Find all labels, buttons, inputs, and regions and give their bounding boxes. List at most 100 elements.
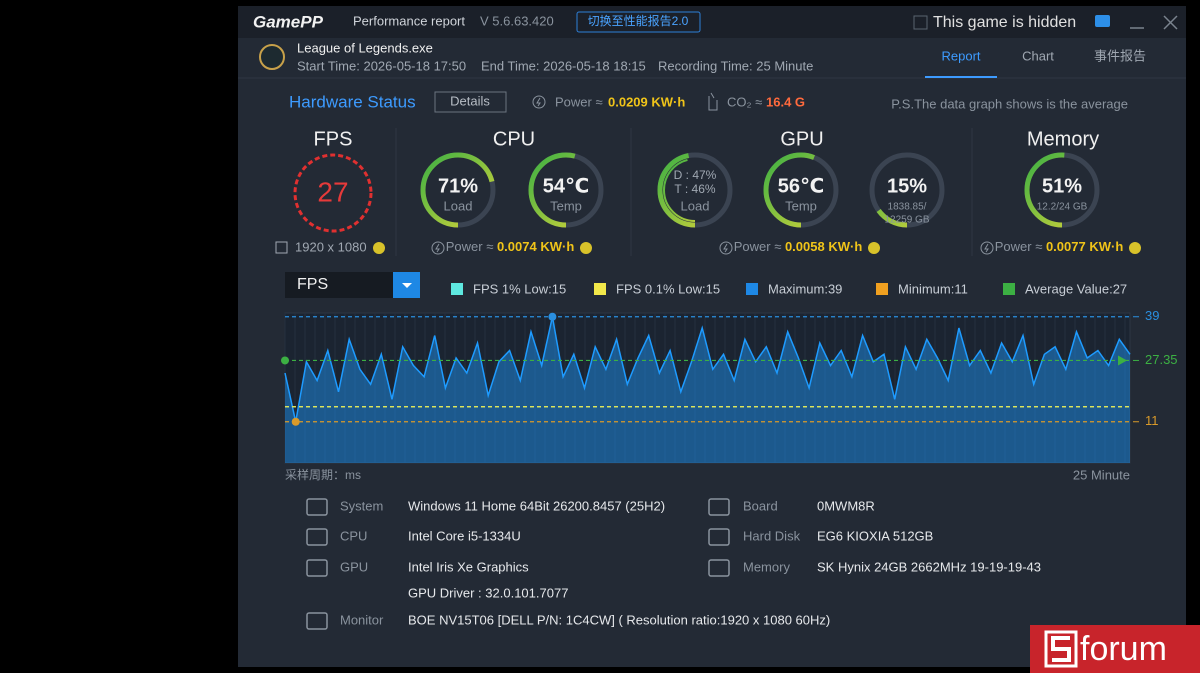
power-icon <box>984 243 989 253</box>
gauge-arc <box>420 152 496 228</box>
fps-area <box>285 316 1130 463</box>
gauge-label: Load <box>444 198 473 213</box>
legend-label: FPS 1% Low:15 <box>473 281 566 296</box>
select-value: FPS <box>297 276 328 293</box>
gauge-arc <box>763 152 839 228</box>
info-value: Intel Core i5-1334U <box>408 528 521 543</box>
gauge-sub: 12259 GB <box>884 215 929 226</box>
min-marker <box>291 417 300 426</box>
legend-label: FPS 0.1% Low:15 <box>616 281 720 296</box>
co2-value: 16.4 G <box>766 94 805 109</box>
help-icon <box>1129 242 1141 254</box>
power: Power ≈ 0.0058 KW·h <box>734 239 863 254</box>
max-marker <box>548 312 557 321</box>
legend-swatch <box>451 283 463 295</box>
watermark-logo <box>1051 636 1071 662</box>
gauge-arc <box>657 152 733 228</box>
start-time: Start Time: 2026-05-18 17:50 <box>297 58 466 73</box>
info-value: Intel Iris Xe Graphics <box>408 559 529 574</box>
reference-label: 39 <box>1145 308 1159 323</box>
tab[interactable]: Report <box>941 48 980 63</box>
info-icon <box>306 612 328 630</box>
reference-label: 11 <box>1145 413 1159 428</box>
resolution: 1920 x 1080 <box>295 239 367 254</box>
game-name: League of Legends.exe <box>297 40 433 55</box>
info-icon <box>306 498 328 516</box>
power-value: 0.0077 KW·h <box>1046 239 1123 254</box>
section-heading: Memory <box>1027 128 1099 150</box>
fps-value: 27 <box>317 176 348 207</box>
gauge-arc <box>528 152 604 228</box>
average-marker <box>281 356 289 365</box>
select-arrow <box>402 283 412 288</box>
legend-swatch <box>1003 283 1015 295</box>
power: Power ≈ 0.0077 KW·h <box>995 239 1124 254</box>
version: V 5.6.63.420 <box>480 13 554 28</box>
legend-label: Minimum:11 <box>898 281 968 296</box>
tab[interactable]: 事件报告 <box>1094 48 1146 63</box>
checkbox[interactable] <box>913 15 928 30</box>
gauge-sub: 1838.85/ <box>888 202 927 213</box>
fps-line <box>284 316 1131 422</box>
details-button[interactable] <box>434 91 507 113</box>
co2-label: CO₂ ≈ <box>727 94 762 109</box>
info-value: Windows 11 Home 64Bit 26200.8457 (25H2) <box>408 498 665 513</box>
gauge-value: 51% <box>1042 175 1082 197</box>
legend-label: Maximum:39 <box>768 281 842 296</box>
info-icon <box>708 498 730 516</box>
info-icon <box>708 528 730 546</box>
power-label: Power ≈ <box>555 94 603 109</box>
section-heading: FPS <box>314 128 353 150</box>
section-heading: GPU <box>780 128 823 150</box>
switch-button[interactable] <box>576 11 701 33</box>
info-label: Monitor <box>340 612 384 627</box>
power-label: Power ≈ <box>734 239 785 254</box>
camera-button[interactable] <box>1095 15 1110 27</box>
info-extra: GPU Driver : 32.0.101.7077 <box>408 585 568 600</box>
help-icon <box>373 242 385 254</box>
power-value: 0.0058 KW·h <box>785 239 862 254</box>
legend-swatch <box>594 283 606 295</box>
checkbox-label: This game is hidden <box>933 14 1076 31</box>
power-icon <box>435 243 440 253</box>
power-icon <box>431 241 445 255</box>
info-icon <box>708 559 730 577</box>
help-icon <box>580 242 592 254</box>
info-label: CPU <box>340 528 367 543</box>
report-title: Performance report <box>353 13 465 28</box>
close-button[interactable] <box>1163 15 1178 30</box>
power-icon <box>723 243 728 253</box>
average-arrow <box>1118 355 1127 366</box>
gauge-value: 71% <box>438 175 478 197</box>
x-axis-label: 采样周期：ms <box>285 467 361 482</box>
power-value: 0.0074 KW·h <box>497 239 574 254</box>
help-icon <box>868 242 880 254</box>
power-label: Power ≈ <box>446 239 497 254</box>
section-title: Hardware Status <box>289 92 416 111</box>
info-icon <box>306 528 328 546</box>
info-value: EG6 KIOXIA 512GB <box>817 528 933 543</box>
power-icon <box>532 95 546 109</box>
gauge-arc <box>663 158 727 222</box>
gauge-label: Load <box>681 198 710 213</box>
resolution-icon <box>275 241 288 254</box>
gauge-sub: T : 46% <box>674 182 715 196</box>
gauge-value: 15% <box>887 175 927 197</box>
tab[interactable]: Chart <box>1022 48 1054 63</box>
gauge-value: 54℃ <box>543 175 589 197</box>
section-heading: CPU <box>493 128 535 150</box>
info-value: SK Hynix 24GB 2662MHz 19-19-19-43 <box>817 559 1041 574</box>
info-value: 0MWM8R <box>817 498 875 513</box>
recording-time: Recording Time: 25 Minute <box>658 58 813 73</box>
reference-label: 27.35 <box>1145 352 1178 367</box>
power-label: Power ≈ <box>995 239 1046 254</box>
game-icon <box>259 44 285 70</box>
gauge-arc <box>869 152 945 228</box>
watermark-logo <box>1044 630 1078 668</box>
gauge-value: 56℃ <box>778 175 824 197</box>
legend-label: Average Value:27 <box>1025 281 1127 296</box>
legend-swatch <box>876 283 888 295</box>
power-icon <box>719 241 733 255</box>
